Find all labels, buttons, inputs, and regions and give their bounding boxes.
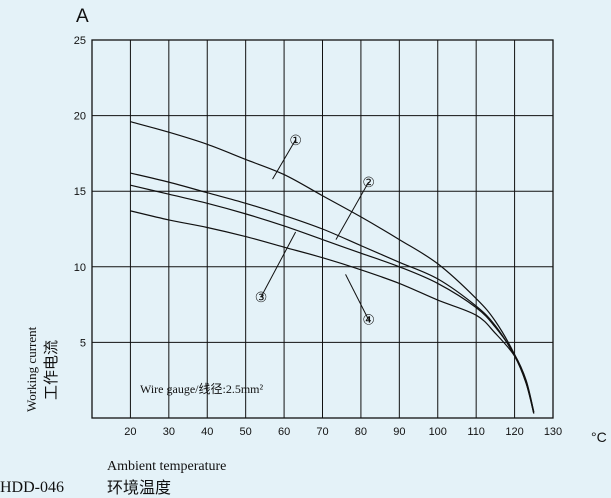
series-line-4 xyxy=(130,210,535,413)
x-tick-label: 80 xyxy=(355,426,367,438)
y-unit-label: A xyxy=(76,6,89,27)
x-tick-label: 40 xyxy=(201,426,213,438)
x-tick-label: 60 xyxy=(278,426,290,438)
x-tick-label: 110 xyxy=(467,426,485,438)
model-label: HDD-046 xyxy=(0,479,64,496)
series-line-1 xyxy=(130,121,535,414)
x-tick-label: 120 xyxy=(505,426,523,438)
series-callout-label: ③ xyxy=(255,291,268,306)
x-tick-label: 130 xyxy=(544,426,562,438)
callout-leader xyxy=(260,231,297,298)
y-tick-label: 20 xyxy=(74,111,86,123)
annotation-wire-gauge: Wire gauge/线径:2.5mm² xyxy=(140,382,263,396)
y-axis-ticks: 5 10 15 20 25 xyxy=(74,35,86,349)
x-unit-label: °C xyxy=(591,429,607,445)
y-axis-label-en: Working current xyxy=(24,326,39,412)
x-tick-label: 90 xyxy=(393,426,405,438)
callout-leader xyxy=(272,139,297,180)
y-tick-label: 5 xyxy=(80,337,86,349)
series-callouts: ① ② ③ ④ xyxy=(255,134,375,329)
y-axis-label-cn: 工作电流 xyxy=(43,340,60,400)
series-line-2 xyxy=(130,172,535,414)
x-tick-label: 70 xyxy=(316,426,328,438)
x-axis-label-en: Ambient temperature xyxy=(107,459,226,474)
x-axis-ticks: 20 30 40 50 60 70 80 90 100 110 120 130 xyxy=(124,426,562,438)
x-tick-label: 20 xyxy=(124,426,136,438)
series-line-3 xyxy=(130,184,535,413)
x-axis-label-cn: 环境温度 xyxy=(107,478,171,497)
callout-leader xyxy=(345,274,370,320)
x-tick-label: 100 xyxy=(429,426,447,438)
series-callout-label: ④ xyxy=(362,314,375,329)
series-callout-label: ② xyxy=(362,176,375,191)
chart-series xyxy=(130,121,535,414)
callout-leader xyxy=(335,181,370,240)
y-tick-label: 15 xyxy=(74,186,86,198)
x-tick-label: 50 xyxy=(240,426,252,438)
series-callout-label: ① xyxy=(289,134,302,149)
y-tick-label: 10 xyxy=(74,262,86,274)
x-tick-label: 30 xyxy=(163,426,175,438)
y-tick-label: 25 xyxy=(74,35,86,47)
chart-grid xyxy=(91,39,554,419)
